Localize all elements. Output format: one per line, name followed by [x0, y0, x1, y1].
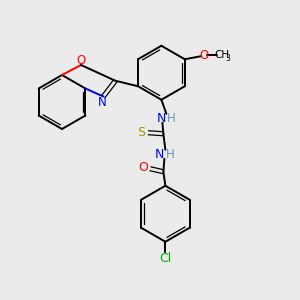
Text: O: O [138, 161, 148, 174]
Text: S: S [137, 126, 146, 139]
Text: H: H [166, 148, 175, 161]
Text: N: N [98, 96, 107, 109]
Text: N: N [157, 112, 166, 125]
Text: O: O [76, 53, 85, 67]
Text: 3: 3 [225, 54, 230, 63]
Text: O: O [199, 49, 208, 62]
Text: N: N [155, 148, 164, 161]
Text: H: H [167, 112, 176, 125]
Text: CH: CH [214, 50, 229, 60]
Text: Cl: Cl [159, 252, 172, 265]
